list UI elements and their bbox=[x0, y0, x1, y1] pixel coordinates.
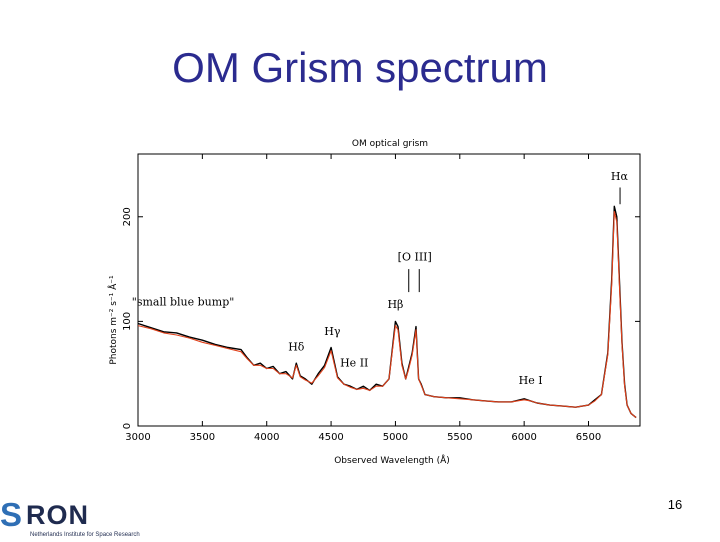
line-label: Hα bbox=[611, 170, 629, 183]
x-tick-label: 5000 bbox=[383, 432, 408, 443]
line-label: He II bbox=[340, 356, 368, 369]
sron-logo-mark: S bbox=[0, 496, 23, 533]
y-tick-label: 100 bbox=[122, 312, 133, 331]
x-tick-label: 6500 bbox=[576, 432, 601, 443]
line-label: Hβ bbox=[387, 298, 403, 311]
plot-frame bbox=[137, 153, 641, 427]
line-label: "small blue bump" bbox=[132, 296, 235, 309]
slide-title: OM Grism spectrum bbox=[172, 44, 548, 91]
y-tick-label: 200 bbox=[122, 207, 133, 226]
sron-logo-word: RON bbox=[26, 500, 89, 530]
sron-logo-subtitle: Netherlands Institute for Space Research bbox=[30, 532, 140, 538]
spectrum-chart: OM optical grism Photons m⁻² s⁻¹ Å⁻¹ Obs… bbox=[100, 130, 660, 475]
page-number: 16 bbox=[667, 497, 683, 512]
chart-title: OM optical grism bbox=[352, 139, 428, 149]
line-label: [O III] bbox=[398, 251, 432, 264]
line-label: He I bbox=[519, 374, 543, 387]
x-tick-label: 3000 bbox=[125, 432, 150, 443]
spectrum-series-1-line bbox=[137, 205, 637, 419]
x-tick-label: 6000 bbox=[511, 432, 536, 443]
x-tick-label: 5500 bbox=[447, 432, 472, 443]
line-label: Hδ bbox=[288, 341, 305, 354]
spectrum-series-2-line bbox=[137, 210, 637, 419]
x-tick-label: 4500 bbox=[318, 432, 343, 443]
sron-logo: S RON Netherlands Institute for Space Re… bbox=[0, 498, 160, 542]
line-label: Hγ bbox=[324, 325, 341, 338]
x-tick-label: 3500 bbox=[190, 432, 215, 443]
y-axis-label: Photons m⁻² s⁻¹ Å⁻¹ bbox=[107, 275, 119, 365]
y-tick-label: 0 bbox=[122, 423, 133, 429]
spectrum-chart-svg: OM optical grism Photons m⁻² s⁻¹ Å⁻¹ Obs… bbox=[107, 139, 641, 466]
x-tick-label: 4000 bbox=[254, 432, 279, 443]
x-axis-label: Observed Wavelength (Å) bbox=[334, 454, 450, 466]
